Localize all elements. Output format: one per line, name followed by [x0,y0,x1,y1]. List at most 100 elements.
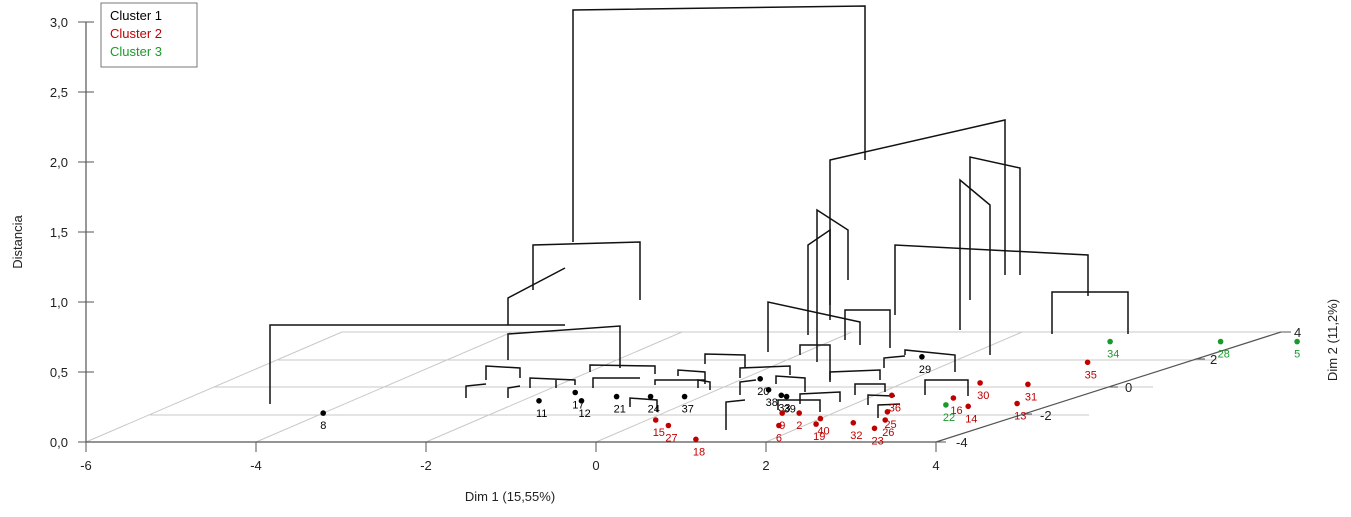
leaf-label-34: 34 [1107,349,1119,361]
leaf-point-17 [572,389,578,396]
leaf-point-2 [796,410,802,416]
leaf-point-11 [536,398,542,404]
leaf-point-24 [647,393,654,400]
leaf-point-27 [665,422,672,429]
legend-item-cluster-3: Cluster 3 [110,44,162,59]
leaf-point-22 [943,402,949,408]
x-axis-ticks [85,442,937,452]
z-tick-label: -4 [956,435,968,450]
leaf-point-19 [813,421,819,427]
leaf-label-40: 40 [817,426,829,438]
z-axis-title: Dim 2 (11,2%) [1325,299,1340,381]
leaf-point-15 [652,417,659,423]
leaf-point-39 [783,393,790,400]
leaf-label-12: 12 [579,408,591,420]
leaf-label-5: 5 [1294,349,1300,361]
leaf-point-28 [1217,338,1224,345]
y-axis-ticks [78,21,94,443]
leaf-label-25: 25 [884,419,896,431]
leaf-label-29: 29 [919,364,931,376]
leaf-point-21 [613,393,620,400]
x-axis-title: Dim 1 (15,55%) [465,489,555,504]
leaf-point-12 [578,398,585,404]
leaf-label-15: 15 [653,427,665,439]
z-tick-label: -2 [1040,408,1052,423]
leaf-point-30 [977,380,983,386]
leaf-point-33 [778,392,785,399]
x-tick-label: 2 [762,458,769,473]
leaf-label-39: 39 [784,404,796,416]
leaf-point-29 [919,354,925,360]
leaf-label-2: 2 [796,420,802,432]
leaf-point-34 [1107,338,1113,345]
leaf-label-11: 11 [536,408,547,420]
leaf-label-18: 18 [693,446,705,458]
floor-grid [85,331,1281,443]
leaf-label-30: 30 [977,390,989,402]
leaf-label-24: 24 [648,404,660,416]
y-tick-label: 3,0 [50,15,68,30]
leaf-point-23 [871,425,878,432]
leaf-label-21: 21 [614,404,626,416]
leaf-point-26 [882,417,888,423]
legend-item-cluster-2: Cluster 2 [110,26,162,41]
x-tick-label: 4 [932,458,939,473]
x-tick-label: -2 [420,458,432,473]
legend-item-cluster-1: Cluster 1 [110,8,162,23]
z-axis-ticks [936,331,1291,443]
leaf-point-35 [1084,359,1091,366]
y-axis-title: Distancia [10,214,25,268]
leaf-point-31 [1025,381,1031,388]
leaf-label-31: 31 [1025,391,1037,403]
leaf-label-36: 36 [889,402,901,414]
x-tick-labels: -6 -4 -2 0 2 4 [80,458,939,473]
leaf-point-8 [320,410,327,416]
leaf-label-27: 27 [665,433,677,445]
leaf-label-22: 22 [943,412,955,424]
leaf-label-14: 14 [965,413,977,425]
leaf-point-32 [850,420,857,426]
leaf-point-6 [776,422,782,429]
leaf-label-32: 32 [850,430,862,442]
leaf-point-5 [1294,338,1300,345]
y-tick-labels: 0,0 0,5 1,0 1,5 2,0 2,5 3,0 [50,15,68,450]
z-tick-label: 2 [1210,352,1217,367]
leaf-label-35: 35 [1085,369,1097,381]
leaf-label-6: 6 [776,433,782,445]
leaf-label-26: 26 [882,427,894,439]
leaf-point-40 [817,415,824,422]
leaf-label-8: 8 [320,420,326,432]
leaf-point-37 [681,393,688,400]
x-tick-label: 0 [592,458,599,473]
leaf-point-25 [884,409,891,415]
leaf-label-38: 38 [766,397,778,409]
axes [85,22,1282,443]
leaf-label-23: 23 [872,435,884,447]
leaf-label-28: 28 [1218,349,1230,361]
leaf-point-20 [757,376,763,382]
y-tick-label: 2,5 [50,85,68,100]
leaf-label-9: 9 [779,420,785,432]
z-tick-label: 4 [1294,325,1301,340]
y-tick-label: 1,5 [50,225,68,240]
leaf-label-13: 13 [1014,411,1026,423]
z-tick-labels: -4 -2 0 2 4 [956,325,1301,450]
z-tick-label: 0 [1125,380,1132,395]
leaf-point-38 [765,387,772,393]
x-tick-label: -6 [80,458,92,473]
legend: Cluster 1 Cluster 2 Cluster 3 [100,2,198,68]
leaf-point-16 [950,395,957,401]
y-tick-label: 2,0 [50,155,68,170]
dendrogram-links [269,5,1129,430]
leaf-point-9 [779,410,785,416]
y-tick-label: 1,0 [50,295,68,310]
legend-box [100,2,198,68]
leaf-point-13 [1014,400,1020,407]
leaf-label-37: 37 [682,404,694,416]
y-tick-label: 0,0 [50,435,68,450]
y-tick-label: 0,5 [50,365,68,380]
leaf-label-19: 19 [813,431,825,443]
x-tick-label: -4 [250,458,262,473]
